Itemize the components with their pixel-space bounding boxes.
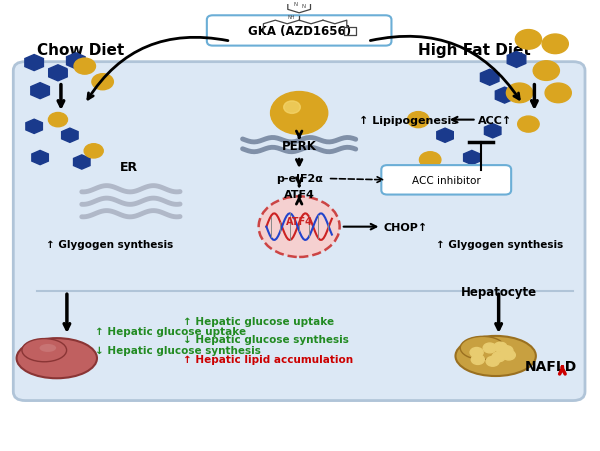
Text: GKA (AZD1656): GKA (AZD1656): [248, 24, 351, 37]
Circle shape: [49, 113, 67, 128]
Text: ↓ Hepatic glucose synthesis: ↓ Hepatic glucose synthesis: [95, 345, 262, 355]
Circle shape: [471, 355, 484, 364]
Text: NH: NH: [287, 14, 295, 19]
Text: ACC inhibitor: ACC inhibitor: [412, 175, 481, 185]
Polygon shape: [62, 129, 78, 143]
Circle shape: [74, 59, 95, 75]
Circle shape: [470, 348, 483, 358]
Circle shape: [502, 350, 515, 360]
Polygon shape: [32, 151, 49, 166]
Circle shape: [284, 101, 301, 114]
Text: Chow Diet: Chow Diet: [37, 42, 124, 57]
Circle shape: [542, 35, 568, 55]
Circle shape: [494, 342, 507, 352]
Circle shape: [259, 197, 340, 258]
Ellipse shape: [40, 344, 56, 352]
Polygon shape: [26, 120, 43, 134]
Text: ER: ER: [121, 161, 139, 174]
Text: ATF4: ATF4: [284, 189, 314, 199]
Polygon shape: [49, 66, 67, 82]
Ellipse shape: [22, 339, 67, 362]
Polygon shape: [484, 124, 501, 138]
Circle shape: [84, 144, 103, 159]
FancyBboxPatch shape: [382, 166, 511, 195]
Circle shape: [419, 152, 441, 168]
Circle shape: [486, 357, 499, 366]
Text: ↑ Glygogen synthesis: ↑ Glygogen synthesis: [436, 240, 563, 250]
Text: ↑ Glygogen synthesis: ↑ Glygogen synthesis: [46, 240, 173, 250]
Text: PERK: PERK: [282, 139, 317, 152]
Polygon shape: [507, 52, 526, 68]
Text: ATF4: ATF4: [286, 216, 313, 226]
Circle shape: [483, 343, 496, 353]
Text: NAFLD: NAFLD: [524, 359, 577, 373]
Polygon shape: [67, 54, 85, 69]
Circle shape: [92, 74, 113, 91]
Polygon shape: [25, 55, 43, 71]
Polygon shape: [496, 88, 514, 104]
Circle shape: [545, 84, 571, 103]
Text: p-eIF2α: p-eIF2α: [276, 173, 323, 183]
Text: ↑ Lipipogenesis: ↑ Lipipogenesis: [359, 115, 458, 125]
Polygon shape: [464, 151, 480, 166]
Ellipse shape: [455, 336, 536, 376]
Text: ↑ Hepatic lipid accumulation: ↑ Hepatic lipid accumulation: [183, 354, 353, 364]
Circle shape: [407, 112, 429, 129]
Text: CHOP↑: CHOP↑: [384, 222, 428, 232]
Circle shape: [500, 346, 513, 356]
Text: ACC↑: ACC↑: [478, 115, 512, 125]
FancyBboxPatch shape: [13, 63, 585, 400]
Ellipse shape: [17, 338, 97, 378]
Ellipse shape: [460, 336, 505, 360]
Text: ↑ Hepatic glucose uptake: ↑ Hepatic glucose uptake: [95, 326, 247, 336]
Polygon shape: [481, 70, 499, 86]
Circle shape: [515, 31, 542, 50]
Text: N: N: [301, 4, 305, 9]
Text: High Fat Diet: High Fat Diet: [418, 42, 531, 57]
Text: N: N: [293, 2, 298, 7]
FancyBboxPatch shape: [207, 16, 391, 46]
Polygon shape: [437, 129, 454, 143]
Polygon shape: [74, 156, 90, 170]
Text: ↓ Hepatic glucose synthesis: ↓ Hepatic glucose synthesis: [183, 335, 349, 345]
Polygon shape: [31, 83, 49, 100]
Circle shape: [271, 92, 328, 135]
Circle shape: [506, 84, 533, 103]
Circle shape: [518, 117, 539, 133]
Text: Hepatocyte: Hepatocyte: [461, 285, 537, 299]
Circle shape: [492, 352, 505, 362]
Circle shape: [533, 62, 559, 81]
Text: ↑ Hepatic glucose uptake: ↑ Hepatic glucose uptake: [183, 316, 334, 326]
